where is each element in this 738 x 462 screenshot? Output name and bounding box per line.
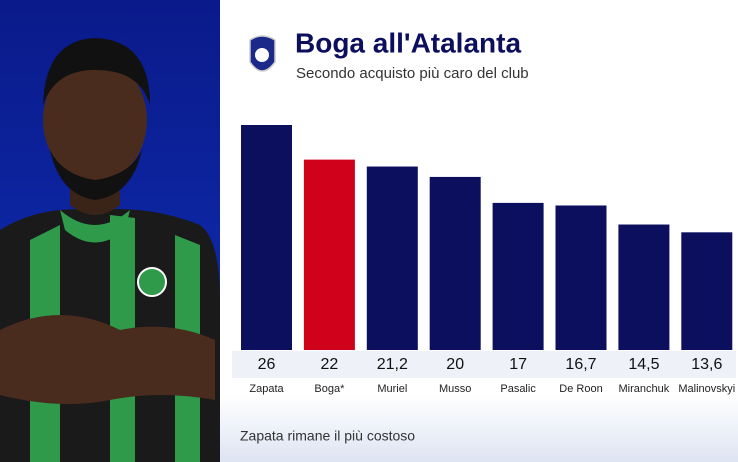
x-tick-label: De Roon [559,383,602,395]
value-label: 21,2 [377,356,408,373]
x-tick-label: Muriel [377,383,407,395]
club-logo [249,35,276,72]
player-photo [0,0,220,462]
annotation: Zapata rimane il più costoso [240,428,415,444]
value-label: 16,7 [565,356,596,373]
bar [492,202,544,350]
x-tick-label: Zapata [249,383,284,395]
value-label: 17 [509,356,527,373]
chart-title: Boga all'Atalanta [295,27,521,58]
bar [366,166,418,350]
x-tick-label: Pasalic [500,383,536,395]
value-label: 22 [321,356,339,373]
x-tick-label: Malinovskyi [678,383,735,395]
value-label: 13,6 [691,356,722,373]
value-label: 26 [258,356,276,373]
bar [681,232,733,350]
bar [241,125,292,350]
bar [555,205,607,350]
x-tick-label: Musso [439,383,471,395]
value-label: 20 [446,356,464,373]
value-label: 14,5 [628,356,659,373]
chart-subtitle: Secondo acquisto più caro del club [296,65,529,82]
x-tick-label: Boga* [314,383,345,395]
bar [303,159,355,350]
bar [429,176,481,350]
footer-band [220,395,738,462]
value-band [232,351,736,378]
bar [618,224,670,350]
x-tick-label: Miranchuk [619,383,670,395]
